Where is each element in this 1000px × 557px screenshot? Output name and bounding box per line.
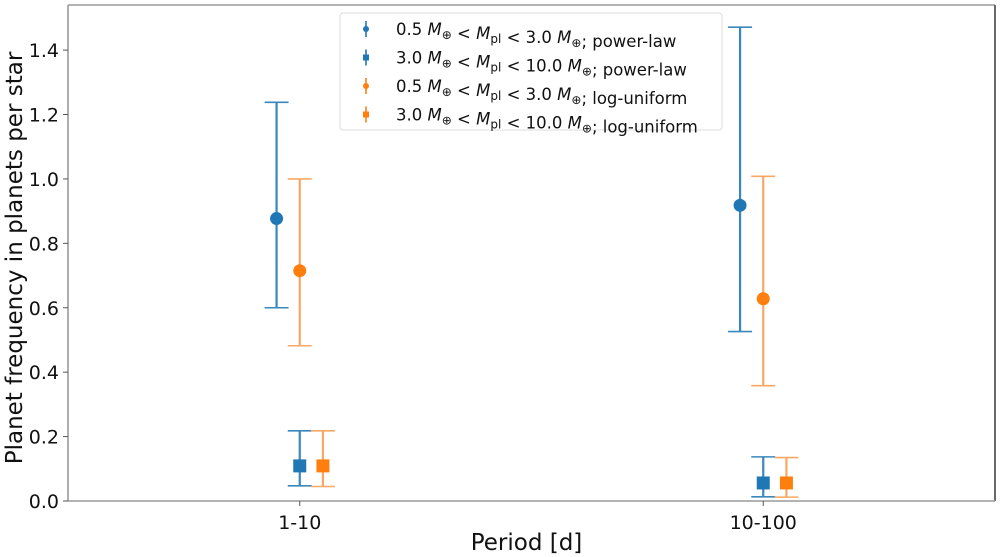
y-tick-label: 0.8 [29,233,59,255]
legend-handle-3 [363,106,369,123]
x-tick-label: 1-10 [278,512,321,534]
y-tick-label: 1.0 [29,169,59,191]
y-axis-label: Planet frequency in planets per star [2,51,28,464]
data-marks [264,26,799,498]
series-2 [287,175,776,387]
legend-circle-marker-icon [363,26,369,32]
data-point-square [316,459,330,473]
y-tick-label: 0.4 [29,362,59,384]
legend-circle-marker-icon [363,83,369,89]
x-axis-label: Period [d] [471,530,583,556]
series-0 [264,26,753,333]
data-point-circle [756,292,770,306]
legend-entry-label: 3.0 M⊕ < Mpl < 10.0 M⊕; power-law [396,49,687,80]
legend-box [339,12,723,131]
legend-handle-2 [363,78,369,94]
legend-entry-label: 3.0 M⊕ < Mpl < 10.0 M⊕; log-uniform [396,106,698,137]
axes: 0.0 0.2 0.4 0.6 0.8 1.0 1.2 1.4 1-10 10-100 [29,4,996,534]
y-tick-label: 0.0 [29,491,59,513]
legend-handle-0 [363,21,369,37]
y-tick-label: 1.2 [29,105,59,127]
data-point-square [756,476,770,490]
legend-square-marker-icon [363,111,369,118]
legend-square-marker-icon [363,54,369,61]
legend-handle-1 [363,49,369,66]
x-tick-label: 10-100 [730,512,797,534]
series-3 [310,429,799,498]
data-point-square [293,459,307,473]
y-tick-label: 1.4 [29,40,59,62]
data-point-circle [270,212,284,226]
y-tick-label: 0.6 [29,298,59,320]
data-point-circle [293,264,307,278]
series-1 [287,429,776,498]
legend-entry-label: 0.5 M⊕ < Mpl < 3.0 M⊕; log-uniform [396,77,687,108]
data-point-square [779,476,793,490]
legend-entry-label: 0.5 M⊕ < Mpl < 3.0 M⊕; power-law [396,20,676,51]
data-point-circle [733,198,747,212]
y-tick-label: 0.2 [29,427,59,449]
